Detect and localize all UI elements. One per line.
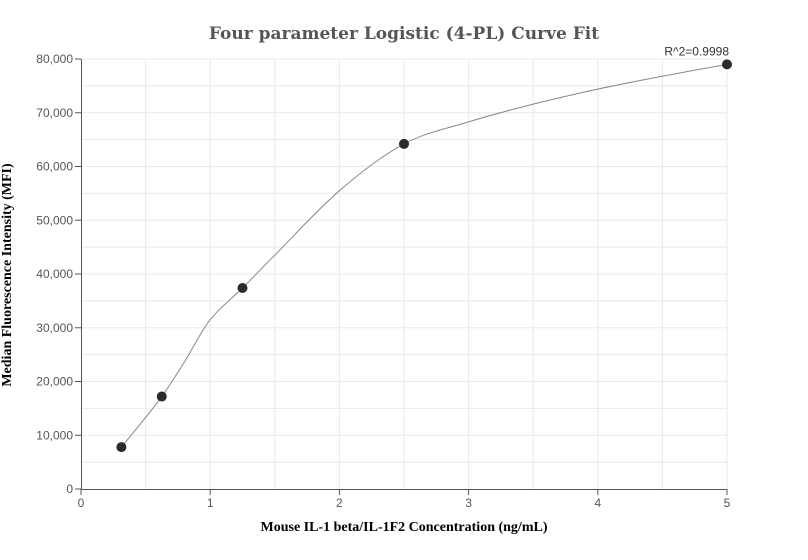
annotations: R^2=0.9998: [664, 44, 729, 58]
data-point: [116, 442, 127, 453]
x-tick-label: 3: [465, 496, 472, 510]
y-tick-label: 30,000: [36, 321, 73, 335]
data-point: [156, 391, 167, 402]
axes: [81, 59, 727, 490]
y-axis-title: Median Fluorescence Intensity (MFI): [0, 163, 15, 387]
x-tick-label: 5: [724, 496, 731, 510]
y-tick-label: 60,000: [36, 160, 73, 174]
x-tick-label: 2: [336, 496, 343, 510]
tick-labels: 0 1 2 3 4 5 0 10,000 20,000 30,000 40,000 50,000 60,…: [36, 52, 730, 510]
data-points: [116, 59, 732, 453]
y-tick-label: 70,000: [36, 106, 73, 120]
x-axis-title: Mouse IL-1 beta/IL-1F2 Concentration (ng…: [261, 520, 548, 535]
x-tick-label: 0: [78, 496, 85, 510]
y-tick-label: 0: [66, 482, 73, 496]
x-tick-label: 1: [207, 496, 214, 510]
r-squared-annotation: R^2=0.9998: [664, 44, 729, 58]
grid: [81, 58, 728, 489]
y-tick-label: 20,000: [36, 375, 73, 389]
data-point: [722, 59, 732, 70]
data-point: [237, 282, 248, 293]
fit-curve-layer: [120, 63, 728, 448]
y-tick-label: 10,000: [36, 428, 73, 442]
y-tick-label: 80,000: [36, 52, 73, 66]
chart-title: Four parameter Logistic (4-PL) Curve Fit: [209, 24, 599, 44]
y-tick-label: 50,000: [36, 213, 73, 227]
fit-curve: [120, 63, 728, 448]
y-tick-label: 40,000: [36, 267, 73, 281]
data-point: [399, 138, 409, 149]
x-tick-label: 4: [594, 496, 601, 510]
